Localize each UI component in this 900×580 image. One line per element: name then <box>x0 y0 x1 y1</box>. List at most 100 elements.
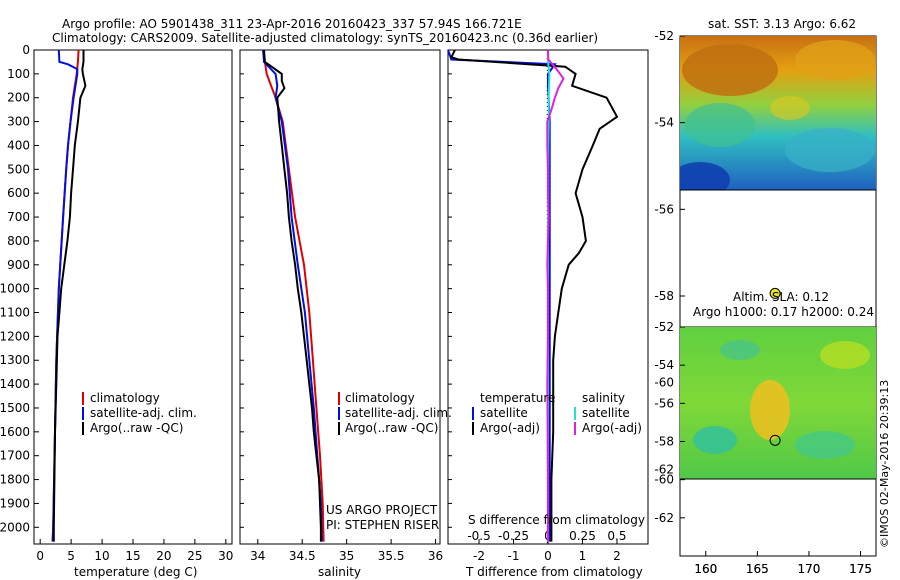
legend-label-sal-satellite: satellite <box>582 406 630 420</box>
lat-tick-label: -62 <box>654 511 674 525</box>
sst-field <box>680 36 876 190</box>
argo-position-marker <box>769 434 781 446</box>
argo-position-marker <box>769 287 781 299</box>
lat-tick-label: -60 <box>654 376 674 390</box>
x-tick-label: 34 <box>250 549 265 563</box>
x-tick-label: 20 <box>156 549 171 563</box>
depth-tick-label: 1300 <box>0 353 30 367</box>
depth-tick-label: 600 <box>7 186 30 200</box>
s-tick-label: -0.25 <box>498 529 529 543</box>
lat-tick-label: -58 <box>654 435 674 449</box>
sst-warm-patch <box>770 96 810 120</box>
legend-label-sal-argo: Argo(-adj) <box>582 421 642 435</box>
legend-label-temp-satellite: satellite <box>480 406 528 420</box>
sla-map-title: Altim. SLA: 0.12 <box>733 290 829 304</box>
depth-tick-label: 1200 <box>0 329 30 343</box>
depth-tick-label: 900 <box>7 258 30 272</box>
series-line-temperature-satellite <box>447 49 557 542</box>
sla-map-axis-ticks: 160 165 170 175-52-54-56-58-60-62 <box>654 320 872 576</box>
x-tick-label: 2 <box>613 549 621 563</box>
lat-tick-label: -52 <box>654 320 674 334</box>
salinity-xlabel: salinity <box>318 565 361 579</box>
lat-tick-label: -58 <box>654 289 674 303</box>
t-difference-xlabel: T difference from climatology <box>465 565 643 579</box>
x-tick-label: 35 <box>339 549 354 563</box>
legend-label-satellite: satellite-adj. clim. <box>345 406 452 420</box>
lat-tick-label: -62 <box>654 462 674 476</box>
depth-tick-label: 1400 <box>0 377 30 391</box>
lat-tick-label: -54 <box>654 116 674 130</box>
lat-tick-label: -54 <box>654 358 674 372</box>
depth-tick-label: 400 <box>7 138 30 152</box>
depth-tick-label: 300 <box>7 115 30 129</box>
depth-tick-label: 0 <box>22 43 30 57</box>
pi-annotation: PI: STEPHEN RISER <box>326 518 439 532</box>
legend-label-climatology: climatology <box>345 391 415 405</box>
lat-tick-label: -56 <box>654 202 674 216</box>
depth-tick-label: 1000 <box>0 282 30 296</box>
lat-tick-label: -56 <box>654 396 674 410</box>
lon-tick-label: 165 <box>746 562 769 576</box>
series-line-argo-raw-qc- <box>52 50 87 542</box>
depth-tick-label: 800 <box>7 234 30 248</box>
series-line-satellite-adj-clim- <box>51 49 79 542</box>
series-line-climatology <box>262 49 325 542</box>
legend-heading-temperature: temperature <box>480 391 555 405</box>
x-tick-label: 5 <box>67 549 75 563</box>
depth-tick-label: 700 <box>7 210 30 224</box>
lon-tick-label: 160 <box>694 562 717 576</box>
lon-tick-label: 160 <box>694 562 717 576</box>
sla-high-patch <box>750 380 790 440</box>
depth-tick-label: 200 <box>7 91 30 105</box>
salinity-panel-frame <box>239 49 441 545</box>
legend-label-argo: Argo(..raw -QC) <box>90 421 183 435</box>
x-tick-label: 15 <box>125 549 140 563</box>
legend-heading-salinity: salinity <box>582 391 625 405</box>
climatology-subtitle: Climatology: CARS2009. Satellite-adjuste… <box>52 31 598 45</box>
x-tick-label: 36 <box>428 549 443 563</box>
depth-tick-label: 100 <box>7 67 30 81</box>
series-line-satellite-adj-clim- <box>262 49 323 542</box>
s-difference-xlabel: S difference from climatology <box>468 513 645 527</box>
sst-cold-patch <box>680 162 730 190</box>
depth-tick-label: 2000 <box>0 520 30 534</box>
sla-low-patch <box>693 426 737 454</box>
sla-map-subtitle: Argo h1000: 0.17 h2000: 0.24 <box>693 305 874 319</box>
salinity-legend: climatology satellite-adj. clim. Argo(..… <box>326 391 452 532</box>
x-tick-label: 0 <box>544 549 552 563</box>
x-tick-label: -2 <box>473 549 485 563</box>
imos-credit: ©IMOS 02-May-2016 20:39:13 <box>878 380 891 548</box>
x-tick-label: 25 <box>187 549 202 563</box>
temperature-xlabel: temperature (deg C) <box>74 565 197 579</box>
s-tick-label: -0.5 <box>467 529 490 543</box>
s-tick-label: 0.5 <box>607 529 626 543</box>
depth-tick-label: 1600 <box>0 425 30 439</box>
series-line-argo-raw-qc- <box>263 49 322 542</box>
x-tick-label: 0 <box>36 549 44 563</box>
x-tick-label: -1 <box>508 549 520 563</box>
legend-label-argo: Argo(..raw -QC) <box>345 421 438 435</box>
temperature-legend: climatology satellite-adj. clim. Argo(..… <box>82 391 197 435</box>
sst-cool-patch <box>785 128 875 172</box>
salinity-axis-ticks: 34 34.5 35 35.5 36 <box>250 539 443 563</box>
depth-tick-label: 1800 <box>0 473 30 487</box>
depth-axis-ticks: 0 100 200 300 400 500 600 700 800 900 1000 1100 1200… <box>0 43 452 534</box>
sla-high-patch <box>820 341 870 369</box>
depth-tick-label: 1900 <box>0 496 30 510</box>
legend-label-climatology: climatology <box>90 391 160 405</box>
sst-cool-patch <box>685 103 755 147</box>
x-tick-label: 30 <box>218 549 233 563</box>
sla-low-patch <box>795 431 855 459</box>
series-line-salinity-argo-adj- <box>546 49 565 542</box>
difference-legend: temperature satellite Argo(-adj) salinit… <box>472 391 642 435</box>
difference-axis-ticks: -2 -1 0 1 2-0.5 -0.25 0 0.25 0.5 <box>467 529 626 563</box>
lon-tick-label: 175 <box>849 562 872 576</box>
series-line-climatology <box>51 49 80 542</box>
sst-warm-patch <box>795 40 875 80</box>
lat-tick-label: -52 <box>654 29 674 43</box>
x-tick-label: 34.5 <box>289 549 316 563</box>
depth-tick-label: 1500 <box>0 401 30 415</box>
s-tick-label: 0.25 <box>569 529 596 543</box>
legend-label-satellite: satellite-adj. clim. <box>90 406 197 420</box>
